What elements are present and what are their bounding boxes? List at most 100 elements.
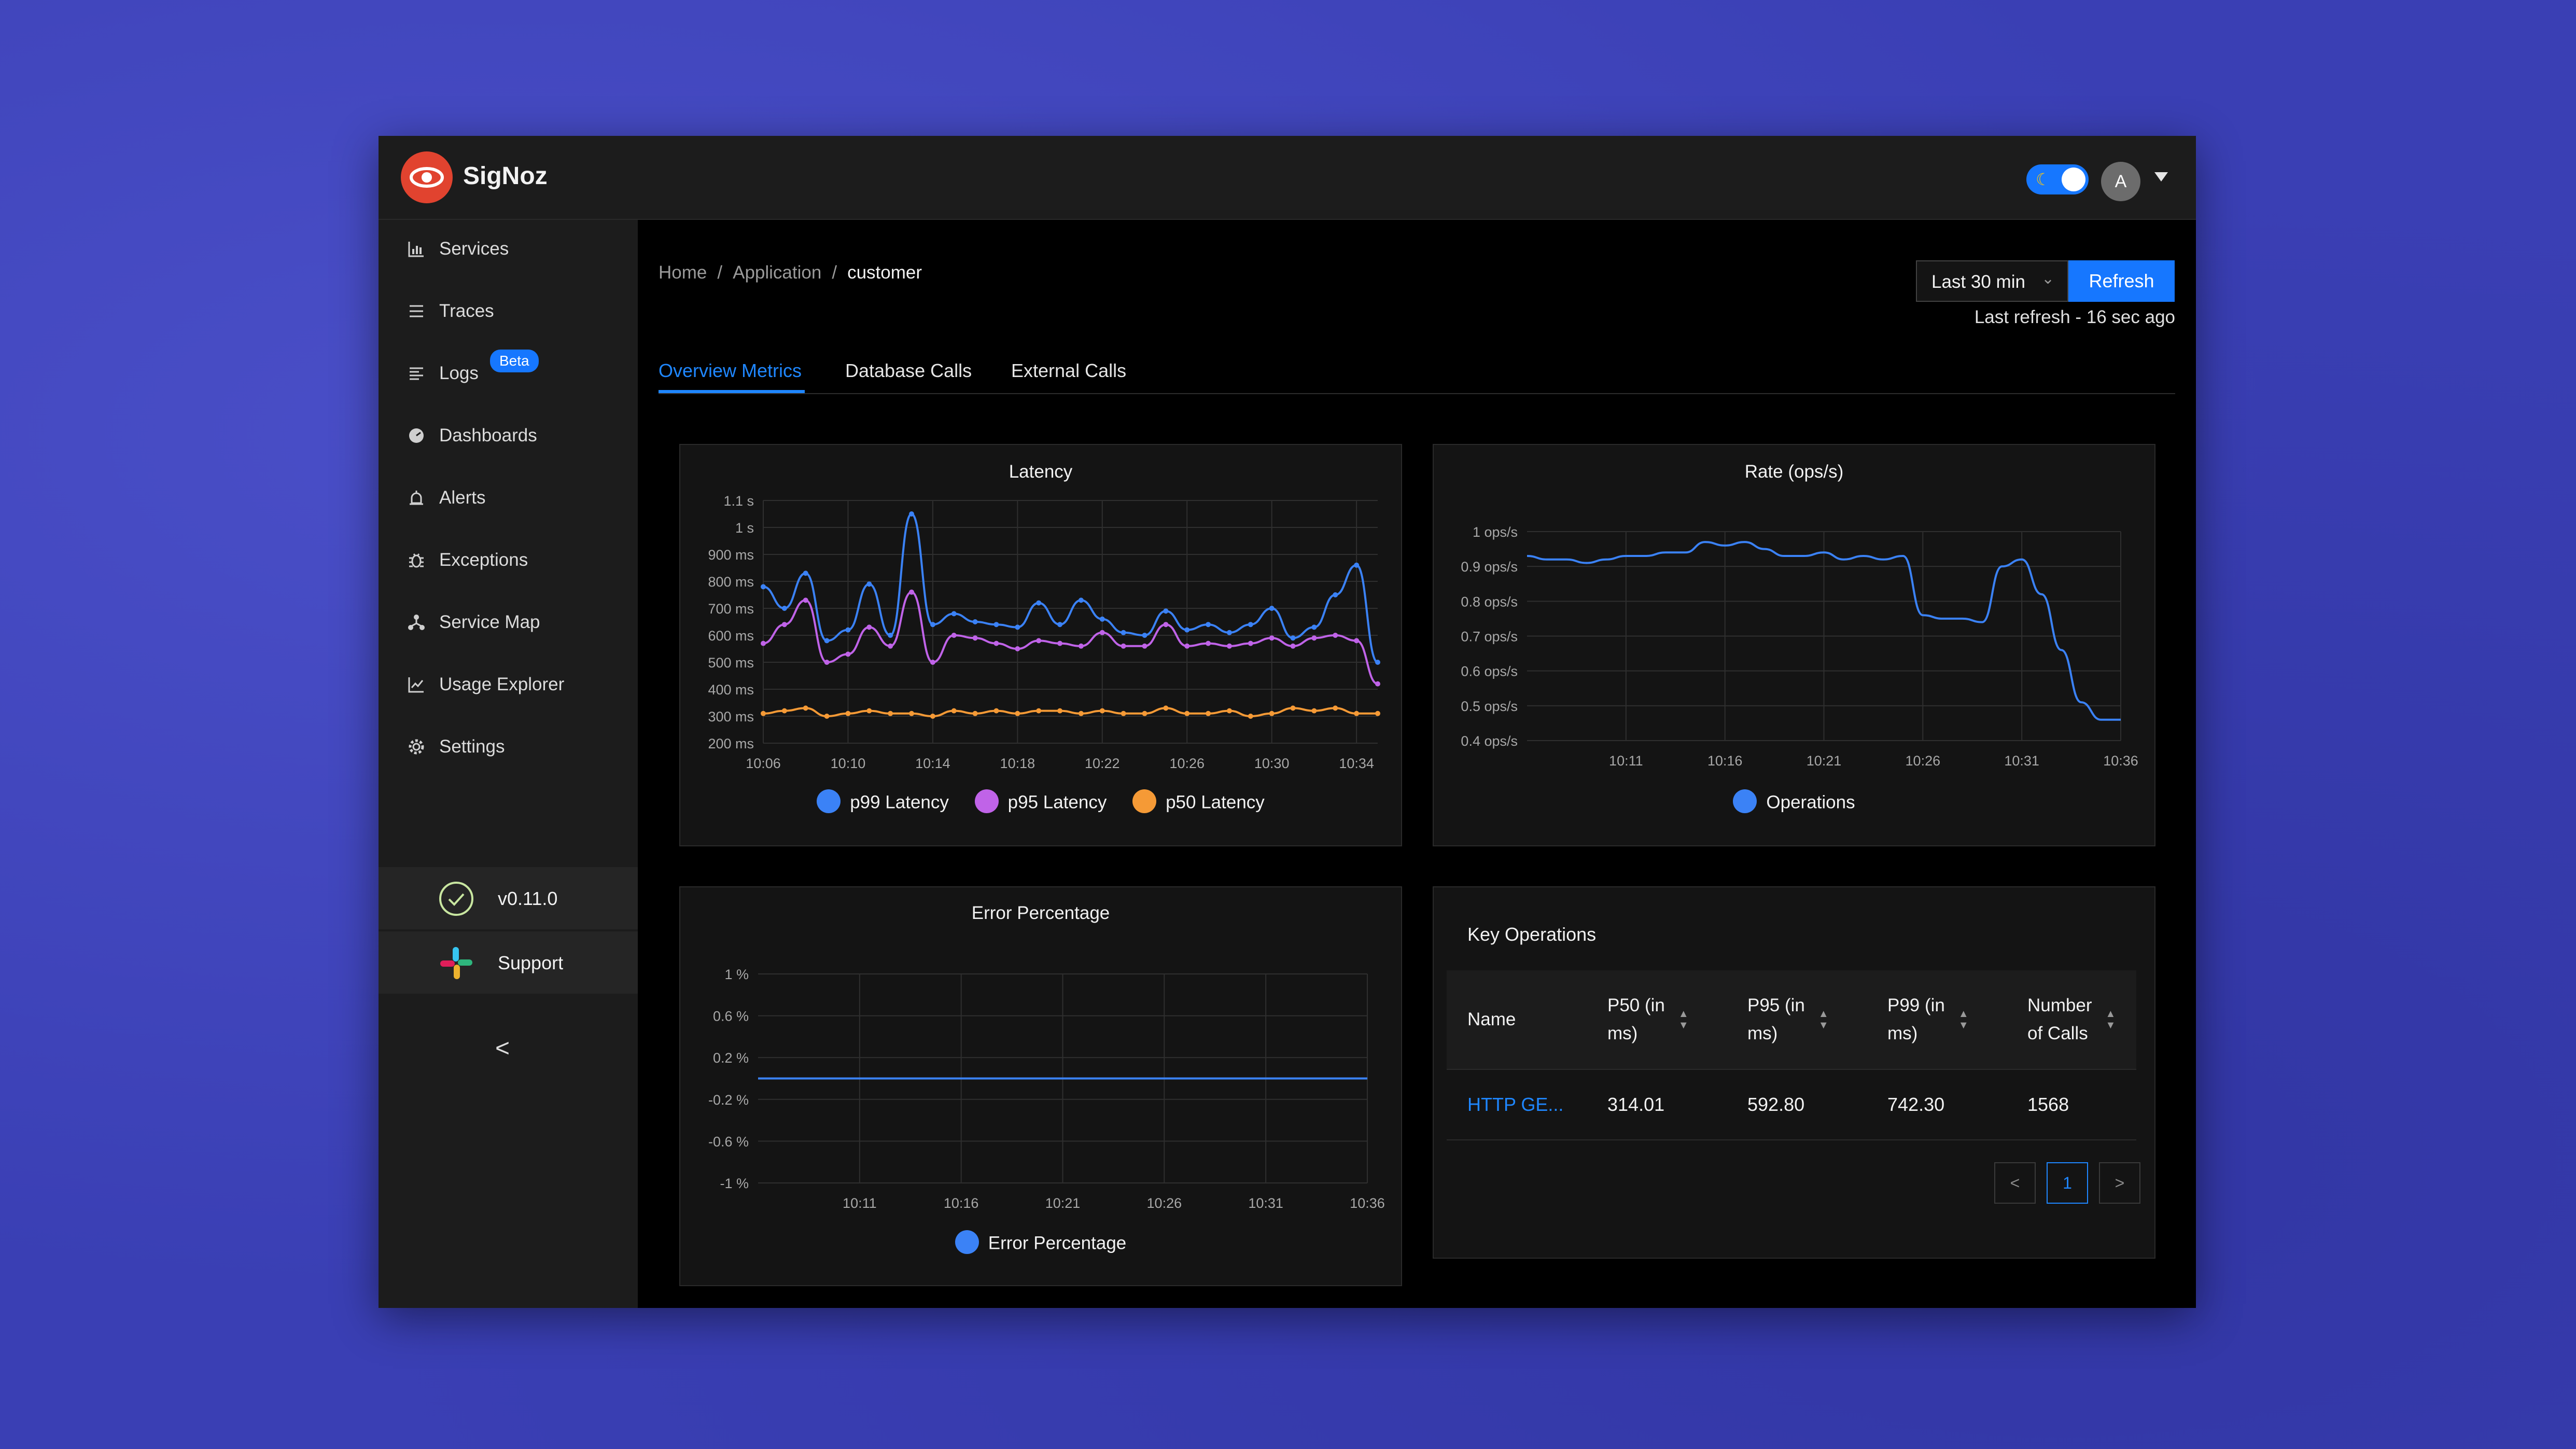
cell-p50: 314.01 <box>1587 1069 1727 1140</box>
avatar[interactable]: A <box>2101 162 2140 201</box>
header-text: P50 (in <box>1607 995 1665 1015</box>
data-point <box>993 622 999 628</box>
data-point <box>824 714 830 719</box>
column-header-calls[interactable]: Number of Calls ▲ ▼ <box>2007 970 2136 1070</box>
data-point <box>888 710 893 716</box>
y-tick-label: 300 ms <box>708 709 754 724</box>
data-point <box>866 708 872 714</box>
bar-chart-icon <box>408 242 424 257</box>
error-percentage-chart[interactable]: -1 % -0.6 % -0.2 % 0.2 % 0.6 % 1 % 10:11 10:16 1… <box>680 887 1403 1287</box>
sort-icon[interactable]: ▲ ▼ <box>1958 1008 1969 1031</box>
x-tick-label: 10:26 <box>1147 1195 1182 1211</box>
x-tick-label: 10:11 <box>1609 753 1643 769</box>
pagination-page-1[interactable]: 1 <box>2047 1162 2088 1204</box>
sort-icon[interactable]: ▲ ▼ <box>1818 1008 1829 1031</box>
version-row[interactable]: v0.11.0 <box>379 867 638 929</box>
legend-item-p99[interactable]: p99 Latency <box>817 789 949 815</box>
column-header-p95[interactable]: P95 (in ms) ▲ ▼ <box>1727 970 1867 1070</box>
x-tick-label: 10:14 <box>915 756 950 771</box>
chevron-down-icon[interactable] <box>2154 172 2168 182</box>
data-point <box>951 708 957 714</box>
data-point <box>909 511 915 517</box>
sort-icon[interactable]: ▲ ▼ <box>1678 1008 1689 1031</box>
time-range-select[interactable]: Last 30 min ⌄ <box>1916 260 2068 302</box>
gear-icon <box>409 739 424 755</box>
pagination-prev-button[interactable]: < <box>1994 1162 2036 1204</box>
refresh-button[interactable]: Refresh <box>2068 260 2175 302</box>
signoz-logo-icon[interactable] <box>401 151 453 203</box>
data-point <box>1036 600 1042 606</box>
data-point <box>888 643 893 649</box>
collapse-sidebar-button[interactable]: < <box>495 1035 510 1062</box>
tab-bar: Overview Metrics Database Calls External… <box>659 352 2175 394</box>
tab-overview-metrics[interactable]: Overview Metrics <box>659 360 802 381</box>
sidebar-item-traces[interactable]: Traces <box>379 282 638 339</box>
data-point <box>1036 708 1042 714</box>
brand-name[interactable]: SigNoz <box>463 162 548 190</box>
sidebar-item-exceptions[interactable]: Exceptions <box>379 531 638 588</box>
data-point <box>1206 640 1211 646</box>
legend-item-error-percentage[interactable]: Error Percentage <box>955 1230 1126 1256</box>
data-point <box>909 710 915 716</box>
data-point <box>1099 616 1105 622</box>
data-point <box>1354 638 1360 644</box>
legend-item-p95[interactable]: p95 Latency <box>974 789 1107 815</box>
y-tick-label: 0.9 ops/s <box>1461 559 1518 575</box>
breadcrumb: Home / Application / customer <box>659 262 922 283</box>
data-point <box>761 584 766 590</box>
sidebar-item-dashboards[interactable]: Dashboards <box>379 407 638 464</box>
x-tick-label: 10:26 <box>1906 753 1941 769</box>
y-tick-label: 0.5 ops/s <box>1461 699 1518 714</box>
data-point <box>1311 635 1317 641</box>
sidebar-item-settings[interactable]: Settings <box>379 718 638 775</box>
operation-name-link[interactable]: HTTP GE... <box>1447 1069 1587 1140</box>
x-tick-label: 10:21 <box>1045 1195 1081 1211</box>
sidebar-item-logs[interactable]: Logs Beta <box>379 344 638 401</box>
latency-title: Latency <box>1009 462 1073 482</box>
series-line-0 <box>763 512 1378 663</box>
column-header-p99[interactable]: P99 (in ms) ▲ ▼ <box>1867 970 2007 1070</box>
data-point <box>803 597 808 603</box>
legend-item-p50[interactable]: p50 Latency <box>1132 789 1265 815</box>
tab-database-calls[interactable]: Database Calls <box>845 360 972 381</box>
check-circle-icon <box>439 882 473 916</box>
support-label: Support <box>498 952 564 973</box>
sidebar-item-alerts[interactable]: Alerts <box>379 469 638 526</box>
data-point <box>1375 710 1380 716</box>
active-tab-indicator <box>659 390 805 393</box>
sidebar-item-service-map[interactable]: Service Map <box>379 593 638 650</box>
sidebar-item-services[interactable]: Services <box>379 220 638 277</box>
key-operations-panel: Key Operations Name P50 (in ms) ▲ ▼ P95 (in… <box>1433 886 2155 1259</box>
last-refresh-text: Last refresh - 16 sec ago <box>1974 307 2175 327</box>
breadcrumb-current: customer <box>847 262 922 283</box>
header-text: P95 (in <box>1747 995 1805 1015</box>
column-header-p50[interactable]: P50 (in ms) ▲ ▼ <box>1587 970 1727 1070</box>
latency-chart[interactable]: 200 ms 300 ms 400 ms 500 ms 600 ms 700 ms 800 … <box>680 445 1403 847</box>
breadcrumb-separator: / <box>717 262 723 283</box>
table-row[interactable]: HTTP GE... 314.01 592.80 742.30 1568 <box>1447 1069 2136 1140</box>
sidebar-item-usage-explorer[interactable]: Usage Explorer <box>379 656 638 713</box>
sort-icon[interactable]: ▲ ▼ <box>2105 1008 2116 1031</box>
pagination-next-button[interactable]: > <box>2099 1162 2140 1204</box>
legend-item-operations[interactable]: Operations <box>1733 789 1855 815</box>
breadcrumb-separator: / <box>832 262 837 283</box>
data-point <box>1375 681 1380 687</box>
theme-toggle[interactable]: ☾ <box>2026 164 2089 194</box>
y-tick-label: 600 ms <box>708 628 754 644</box>
data-point <box>1375 660 1380 665</box>
cell-calls: 1568 <box>2007 1069 2136 1140</box>
data-point <box>951 633 957 638</box>
tab-external-calls[interactable]: External Calls <box>1011 360 1127 381</box>
support-row[interactable]: Support <box>379 931 638 994</box>
key-operations-table: Name P50 (in ms) ▲ ▼ P95 (in ms) ▲ ▼ P99 (in ms… <box>1447 970 2136 1140</box>
breadcrumb-application[interactable]: Application <box>733 262 822 283</box>
legend-dot <box>974 789 999 813</box>
data-point <box>930 622 935 628</box>
x-tick-label: 10:31 <box>2004 753 2039 769</box>
rate-chart[interactable]: 0.4 ops/s 0.5 ops/s 0.6 ops/s 0.7 ops/s 0.8 … <box>1434 445 2157 847</box>
breadcrumb-home[interactable]: Home <box>659 262 707 283</box>
data-point <box>993 640 999 646</box>
data-point <box>1142 643 1147 649</box>
column-header-name[interactable]: Name <box>1447 970 1587 1070</box>
data-point <box>1184 710 1190 716</box>
